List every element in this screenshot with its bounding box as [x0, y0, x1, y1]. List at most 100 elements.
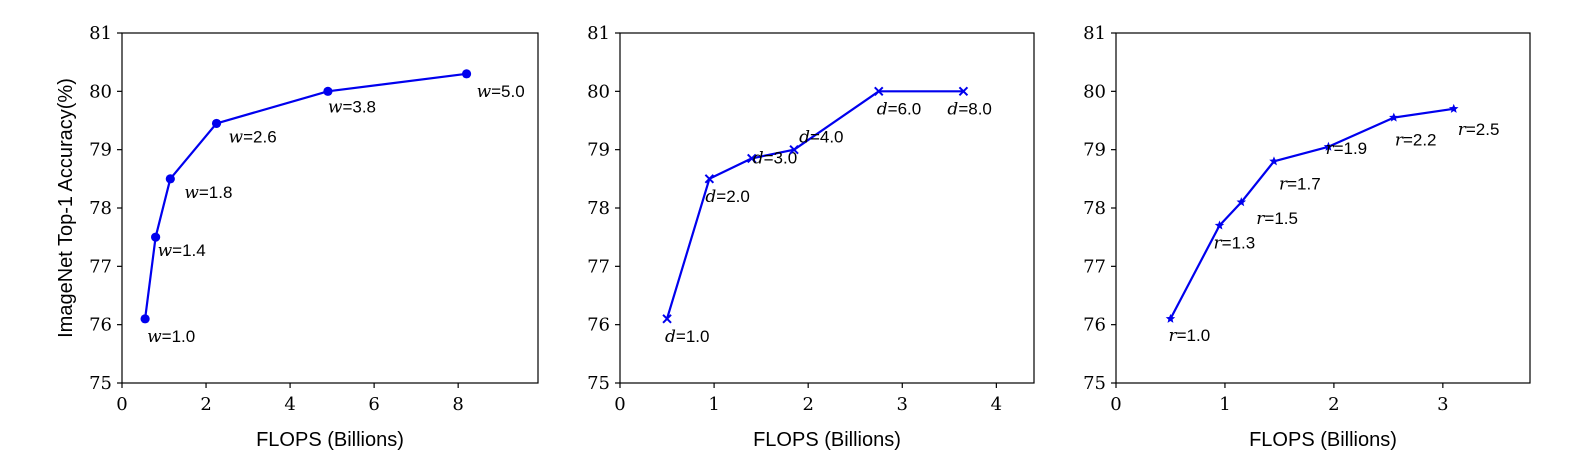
label-variable: r	[1279, 174, 1288, 194]
y-tick-label: 79	[587, 140, 610, 161]
data-point-marker	[662, 314, 672, 324]
label-value: =1.0	[1177, 326, 1211, 345]
label-value: =1.0	[676, 327, 710, 346]
label-variable: d	[753, 148, 764, 168]
label-variable: r	[1395, 131, 1404, 151]
data-point-label: r=1.0	[1168, 326, 1210, 346]
x-tick-label: 2	[1328, 394, 1339, 415]
data-point-label: w=1.8	[184, 183, 232, 203]
label-variable: r	[1458, 120, 1467, 140]
label-value: =2.5	[1466, 120, 1500, 139]
data-point-label: w=3.8	[328, 97, 376, 117]
x-tick-label: 6	[368, 394, 379, 415]
data-point-marker	[1236, 197, 1247, 207]
label-variable: w	[328, 97, 343, 117]
y-tick-label: 81	[89, 23, 112, 44]
label-value: =1.3	[1222, 234, 1256, 253]
data-point-marker	[1323, 141, 1334, 151]
data-point-marker	[1214, 220, 1225, 230]
data-point-marker	[704, 174, 715, 184]
data-point-label: d=2.0	[705, 187, 749, 207]
label-variable: r	[1214, 234, 1223, 254]
label-value: =1.5	[1264, 209, 1298, 228]
y-tick-label: 81	[1083, 23, 1106, 44]
data-point-marker	[165, 174, 175, 184]
label-variable: w	[158, 241, 173, 261]
data-point-label: r=2.2	[1395, 131, 1437, 151]
y-tick-label: 77	[89, 256, 112, 277]
data-point-label: d=8.0	[947, 99, 991, 119]
label-value: =1.9	[1334, 139, 1368, 158]
data-point-marker	[151, 232, 161, 242]
x-tick-label: 3	[1437, 394, 1448, 415]
y-tick-label: 79	[1083, 140, 1106, 161]
x-axis-title: FLOPS (Billions)	[753, 429, 901, 451]
data-point-label: d=3.0	[753, 148, 797, 168]
label-value: =3.8	[342, 97, 376, 116]
y-tick-label: 78	[89, 198, 112, 219]
y-tick-label: 76	[89, 315, 112, 336]
y-tick-label: 75	[1083, 373, 1106, 394]
data-point-marker	[789, 144, 799, 155]
data-point-marker	[211, 118, 222, 129]
data-point-label: d=6.0	[877, 99, 921, 119]
y-tick-label: 78	[1083, 198, 1106, 219]
label-value: =4.0	[810, 128, 844, 147]
data-point-label: d=4.0	[799, 128, 843, 148]
y-tick-label: 80	[89, 81, 112, 102]
x-tick-label: 2	[200, 394, 211, 415]
label-variable: d	[705, 187, 716, 207]
y-tick-label: 80	[1083, 81, 1106, 102]
x-tick-label: 2	[802, 394, 813, 415]
data-point-marker	[958, 86, 969, 97]
x-tick-label: 4	[284, 394, 295, 415]
label-variable: w	[477, 82, 492, 102]
y-axis-title: ImageNet Top-1 Accuracy(%)	[55, 78, 77, 338]
label-variable: w	[147, 327, 162, 347]
label-variable: r	[1325, 139, 1334, 159]
y-tick-label: 80	[587, 81, 610, 102]
series-line	[665, 90, 964, 320]
data-point-label: w=1.4	[158, 241, 206, 261]
x-tick-label: 0	[614, 394, 625, 415]
data-point-label: w=2.6	[229, 127, 277, 147]
data-point-marker	[1165, 313, 1176, 323]
label-value: =2.6	[243, 127, 277, 146]
label-variable: r	[1256, 209, 1265, 229]
label-variable: r	[1168, 326, 1177, 346]
data-point-marker	[1389, 112, 1399, 122]
label-value: =5.0	[491, 82, 525, 101]
y-tick-label: 76	[587, 315, 610, 336]
x-tick-label: 1	[708, 394, 719, 415]
data-point-label: r=1.3	[1214, 234, 1256, 254]
label-value: =3.0	[764, 148, 798, 167]
y-tick-label: 77	[587, 256, 610, 277]
data-point-label: r=1.5	[1256, 209, 1298, 229]
x-tick-label: 0	[1110, 394, 1121, 415]
label-value: =2.2	[1403, 131, 1437, 150]
data-point-marker	[461, 69, 472, 79]
y-tick-label: 79	[89, 140, 112, 161]
data-point-label: r=2.5	[1458, 120, 1500, 140]
label-variable: d	[799, 128, 810, 148]
x-tick-label: 0	[116, 394, 127, 415]
data-point-label: r=1.7	[1279, 174, 1321, 194]
label-variable: d	[877, 99, 888, 119]
label-value: =1.7	[1287, 174, 1321, 193]
label-value: =6.0	[888, 99, 922, 118]
label-variable: w	[184, 183, 199, 203]
y-tick-label: 78	[587, 198, 610, 219]
y-tick-label: 75	[587, 373, 610, 394]
x-tick-label: 3	[897, 394, 908, 415]
y-tick-label: 81	[587, 23, 610, 44]
y-tick-label: 77	[1083, 256, 1106, 277]
x-tick-label: 1	[1219, 394, 1230, 415]
label-value: =1.0	[162, 327, 196, 346]
data-point-marker	[323, 86, 333, 96]
label-value: =8.0	[958, 99, 992, 118]
data-point-marker	[874, 86, 884, 97]
data-point-label: d=1.0	[665, 327, 709, 347]
